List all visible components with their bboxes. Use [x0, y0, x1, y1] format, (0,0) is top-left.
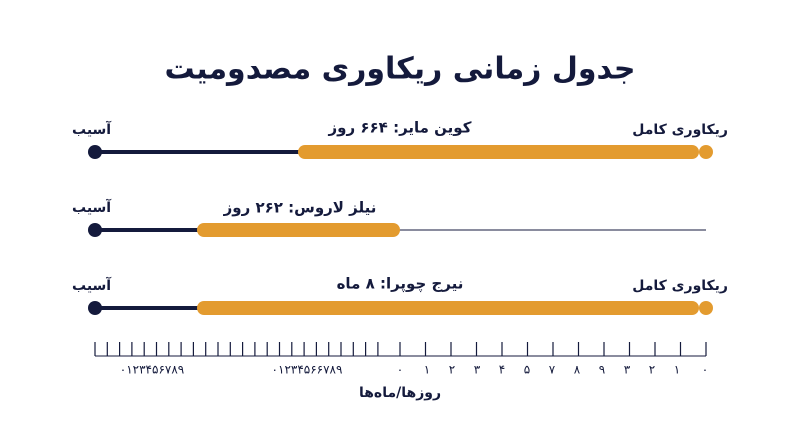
tick-label: ۰۱۲۳۴۵۶۷۸۹: [120, 363, 184, 377]
tick-label: ۱: [424, 363, 430, 377]
tick-label: ۷: [549, 363, 556, 377]
start-dot: [88, 145, 102, 159]
caption: کوین مایر: ۶۶۴ روز: [328, 119, 472, 137]
axis-ticks: ۰۱۲۳۴۵۶۷۸۹ ۰۱۲۳۴۵۶۶۷۸۹ ۰ ۱ ۲ ۳ ۴ ۵ ۷ ۸ ۹ ۳ ۲ ۱ ۰: [94, 342, 708, 377]
caption: نیلز لاروس: ۲۶۲ روز: [223, 199, 377, 217]
end-label: ریکاوری کامل: [632, 122, 728, 138]
title: جدول زمانی ریکاوری مصدومیت: [164, 52, 635, 87]
caption: نیرج چوپرا: ۸ ماه: [337, 275, 464, 294]
start-label: آسیب: [72, 198, 112, 216]
axis-title: روزها/ماه‌ها: [359, 385, 441, 401]
tick-label: ۲: [449, 363, 455, 377]
tick-label: ۳: [624, 363, 631, 377]
tick-label: ۹: [599, 363, 605, 377]
end-dot: [699, 145, 713, 159]
tick-label: ۵: [524, 363, 530, 377]
tick-label: ۰۱۲۳۴۵۶۶۷۸۹: [272, 363, 343, 377]
tick-label: ۰: [397, 363, 403, 377]
start-dot: [88, 223, 102, 237]
start-dot: [88, 301, 102, 315]
tick-label: ۰: [702, 363, 708, 377]
tick-label: ۴: [499, 363, 505, 377]
end-dot: [699, 301, 713, 315]
tick-label: ۳: [474, 363, 481, 377]
start-label: آسیب: [72, 120, 112, 138]
end-label: ریکاوری کامل: [632, 278, 728, 294]
tick-label: ۸: [574, 363, 581, 377]
tick-label: ۱: [674, 363, 680, 377]
start-label: آسیب: [72, 276, 112, 294]
tick-label: ۲: [649, 363, 655, 377]
